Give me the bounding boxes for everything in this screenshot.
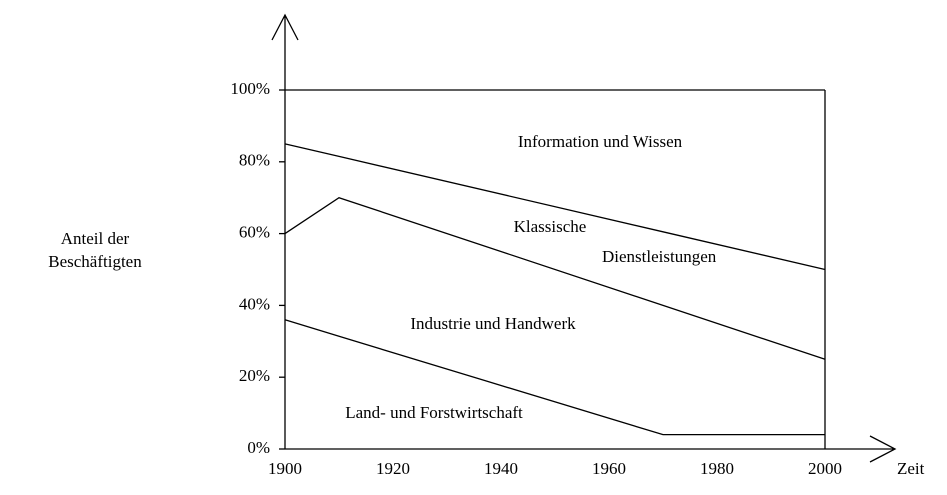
x-tick-label: 1920 xyxy=(376,459,410,478)
y-axis xyxy=(271,13,299,449)
area-boundary xyxy=(284,319,825,436)
series-label-line: Klassische xyxy=(514,217,587,236)
x-tick-label: 1960 xyxy=(592,459,626,478)
y-tick-label: 60% xyxy=(239,223,270,242)
y-tick-label: 100% xyxy=(230,79,270,98)
y-tick-label: 0% xyxy=(247,438,270,457)
x-tick-label: 1980 xyxy=(700,459,734,478)
y-axis-label: Beschäftigten xyxy=(48,252,142,271)
x-axis xyxy=(285,435,897,463)
x-axis-label: Zeit xyxy=(897,459,925,478)
x-tick-label: 1940 xyxy=(484,459,518,478)
x-tick-label: 1900 xyxy=(268,459,302,478)
y-tick-label: 40% xyxy=(239,294,270,313)
series-label: Information und Wissen xyxy=(518,132,683,151)
series-label: Industrie und Handwerk xyxy=(410,314,576,333)
y-axis-label: Anteil der xyxy=(61,229,130,248)
series-label: Klassische Dienstleistungen xyxy=(514,217,717,266)
area-boundary xyxy=(284,143,826,271)
area-boundary xyxy=(284,196,826,360)
x-tick-label: 2000 xyxy=(808,459,842,478)
series-label-line: Dienstleistungen xyxy=(598,247,717,266)
y-tick-label: 80% xyxy=(239,151,270,170)
series-label: Land- und Forstwirtschaft xyxy=(345,403,523,422)
y-tick-label: 20% xyxy=(239,366,270,385)
